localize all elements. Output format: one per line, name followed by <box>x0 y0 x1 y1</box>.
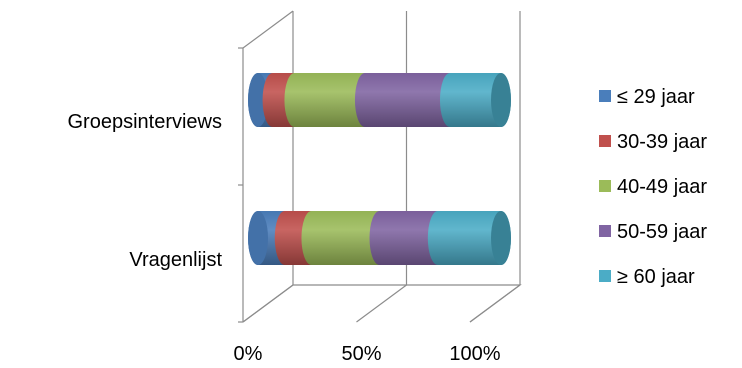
legend-label: ≤ 29 jaar <box>617 86 695 108</box>
legend-swatch <box>599 225 611 237</box>
bar-start-cap <box>248 211 268 265</box>
legend-item: 40-49 jaar <box>599 176 707 198</box>
bar-segment <box>369 211 448 265</box>
bar-segment <box>354 73 460 127</box>
left-wall-top-edge <box>242 10 294 49</box>
gridline-floor <box>469 284 521 323</box>
legend-label: ≥ 60 jaar <box>617 266 695 288</box>
legend-item: 30-39 jaar <box>599 131 707 153</box>
legend-item: ≥ 60 jaar <box>599 266 695 288</box>
legend-swatch <box>599 135 611 147</box>
tick-label: 100% <box>449 343 500 365</box>
bar-start-cap <box>248 73 268 127</box>
gridline-floor <box>356 284 407 323</box>
category-label: Groepsinterviews <box>67 111 222 133</box>
legend: ≤ 29 jaar 30-39 jaar 40-49 jaar 50-59 jaar ≥… <box>599 86 707 288</box>
legend-label: 40-49 jaar <box>617 176 707 198</box>
legend-swatch <box>599 90 611 102</box>
bar-series <box>248 73 511 265</box>
bar-segment <box>301 211 390 265</box>
plot-frame <box>238 10 522 323</box>
bar-groepsinterviews <box>248 73 511 127</box>
bar-end-cap <box>491 73 511 127</box>
category-axis-labels: Groepsinterviews Vragenlijst <box>67 111 222 271</box>
bar-vragenlijst <box>248 211 511 265</box>
legend-item: ≤ 29 jaar <box>599 86 695 108</box>
tick-label: 0% <box>234 343 263 365</box>
legend-swatch <box>599 180 611 192</box>
legend-item: 50-59 jaar <box>599 221 707 243</box>
bar-segment <box>427 211 511 265</box>
bar-segment <box>284 73 375 127</box>
tick-label: 50% <box>341 343 381 365</box>
legend-swatch <box>599 270 611 282</box>
gridline-floor <box>242 284 294 323</box>
value-axis-labels: 0% 50% 100% <box>234 343 501 365</box>
category-label: Vragenlijst <box>129 249 222 271</box>
bar-end-cap <box>491 211 511 265</box>
legend-label: 30-39 jaar <box>617 131 707 153</box>
legend-label: 50-59 jaar <box>617 221 707 243</box>
